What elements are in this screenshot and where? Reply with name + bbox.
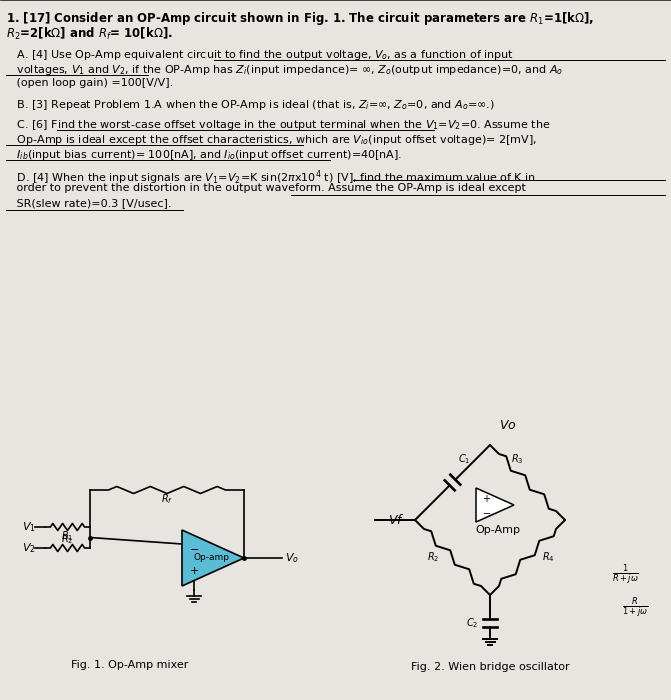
Text: $Vo$: $Vo$ (499, 419, 517, 432)
Text: $R_3$: $R_3$ (511, 452, 523, 466)
Text: $\frac{1}{R+j\omega}$: $\frac{1}{R+j\omega}$ (611, 563, 639, 587)
Text: $R_2$: $R_2$ (427, 551, 440, 564)
Text: C. [6] Find the worst-case offset voltage in the output terminal when the $V_1$=: C. [6] Find the worst-case offset voltag… (6, 118, 551, 132)
Text: $V_o$: $V_o$ (285, 551, 299, 565)
Text: $R_2$=2[k$\Omega$] and $R_f$= 10[k$\Omega$].: $R_2$=2[k$\Omega$] and $R_f$= 10[k$\Omeg… (6, 26, 173, 42)
Polygon shape (476, 488, 514, 522)
Text: D. [4] When the input signals are $V_1$=$V_2$=K sin(2$\pi$x10$^4$ t) [V], find t: D. [4] When the input signals are $V_1$=… (6, 168, 535, 187)
Text: $R_2$: $R_2$ (61, 532, 73, 546)
Text: $R_1$: $R_1$ (61, 529, 73, 543)
Text: SR(slew rate)=0.3 [V/usec].: SR(slew rate)=0.3 [V/usec]. (6, 198, 172, 208)
Text: 1. [17] Consider an OP-Amp circuit shown in Fig. 1. The circuit parameters are $: 1. [17] Consider an OP-Amp circuit shown… (6, 10, 595, 27)
Text: $Vf$: $Vf$ (389, 513, 405, 527)
Text: voltages, $V_1$ and $V_2$, if the OP-Amp has $Z_i$(input impedance)= $\infty$, $: voltages, $V_1$ and $V_2$, if the OP-Amp… (6, 63, 563, 77)
Text: $\frac{R}{1+j\omega}$: $\frac{R}{1+j\omega}$ (622, 596, 648, 620)
Text: $V_2$: $V_2$ (22, 541, 36, 555)
Text: $R_4$: $R_4$ (542, 551, 555, 564)
Text: $C_2$: $C_2$ (466, 616, 478, 630)
Polygon shape (182, 530, 244, 586)
Text: A. [4] Use Op-Amp equivalent circuit to find the output voltage, $V_o$, as a fun: A. [4] Use Op-Amp equivalent circuit to … (6, 48, 514, 62)
Text: $V_1$: $V_1$ (22, 520, 36, 534)
Text: Fig. 1. Op-Amp mixer: Fig. 1. Op-Amp mixer (71, 660, 189, 670)
Text: $-$: $-$ (189, 543, 199, 553)
Text: $C_1$: $C_1$ (458, 452, 470, 466)
Text: Op-Amp is ideal except the offset characteristics, which are $V_{io}$(input offs: Op-Amp is ideal except the offset charac… (6, 133, 537, 147)
Text: order to prevent the distortion in the output waveform. Assume the OP-Amp is ide: order to prevent the distortion in the o… (6, 183, 526, 193)
Text: Fig. 2. Wien bridge oscillator: Fig. 2. Wien bridge oscillator (411, 662, 569, 672)
Text: $+$: $+$ (189, 564, 199, 575)
Text: $I_{ib}$(input bias current)= 100[nA], and $I_{io}$(input offset current)=40[nA]: $I_{ib}$(input bias current)= 100[nA], a… (6, 148, 403, 162)
Text: $+$: $+$ (482, 493, 492, 503)
Text: (open loop gain) =100[V/V].: (open loop gain) =100[V/V]. (6, 78, 173, 88)
Text: $R_f$: $R_f$ (161, 492, 173, 506)
Text: Op-amp: Op-amp (194, 554, 230, 563)
Text: B. [3] Repeat Problem 1.A when the OP-Amp is ideal (that is, $Z_i$=$\infty$, $Z_: B. [3] Repeat Problem 1.A when the OP-Am… (6, 98, 495, 112)
Text: Op-Amp: Op-Amp (476, 525, 521, 535)
Text: $-$: $-$ (482, 507, 492, 517)
